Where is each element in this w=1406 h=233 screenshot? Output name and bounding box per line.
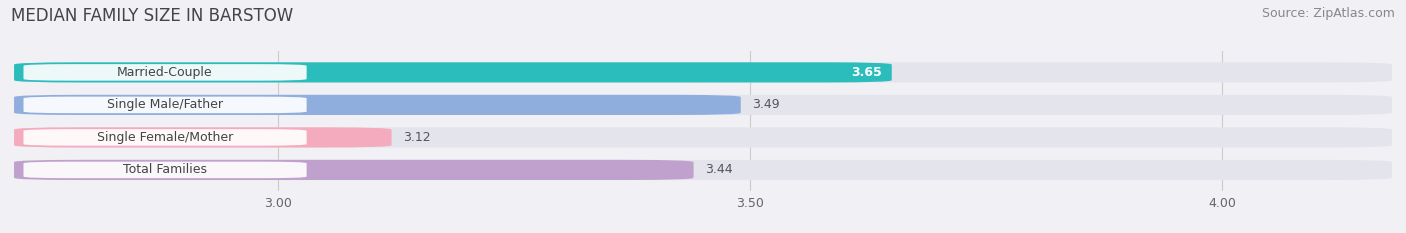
Text: 3.65: 3.65: [852, 66, 883, 79]
FancyBboxPatch shape: [24, 129, 307, 146]
FancyBboxPatch shape: [14, 127, 1392, 147]
FancyBboxPatch shape: [14, 127, 391, 147]
Text: Single Male/Father: Single Male/Father: [107, 98, 224, 111]
Text: Source: ZipAtlas.com: Source: ZipAtlas.com: [1261, 7, 1395, 20]
Text: Single Female/Mother: Single Female/Mother: [97, 131, 233, 144]
FancyBboxPatch shape: [14, 62, 1392, 82]
FancyBboxPatch shape: [24, 64, 307, 81]
FancyBboxPatch shape: [14, 160, 693, 180]
Text: 3.44: 3.44: [704, 163, 733, 176]
FancyBboxPatch shape: [14, 95, 741, 115]
FancyBboxPatch shape: [14, 160, 1392, 180]
FancyBboxPatch shape: [24, 97, 307, 113]
FancyBboxPatch shape: [24, 162, 307, 178]
FancyBboxPatch shape: [14, 62, 891, 82]
Text: 3.49: 3.49: [752, 98, 780, 111]
Text: MEDIAN FAMILY SIZE IN BARSTOW: MEDIAN FAMILY SIZE IN BARSTOW: [11, 7, 294, 25]
Text: Total Families: Total Families: [124, 163, 207, 176]
FancyBboxPatch shape: [14, 95, 1392, 115]
Text: 3.12: 3.12: [404, 131, 430, 144]
Text: Married-Couple: Married-Couple: [117, 66, 212, 79]
